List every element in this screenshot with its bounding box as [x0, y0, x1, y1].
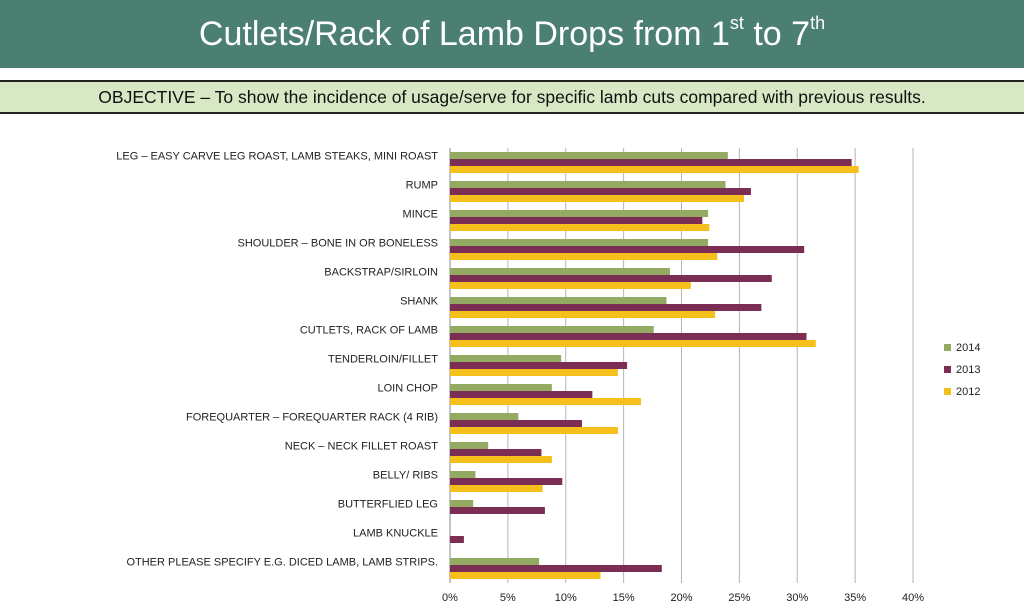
category-label: SHANK	[400, 296, 439, 308]
bar-2012	[450, 224, 710, 231]
category-label: MINCE	[403, 209, 438, 221]
category-label: TENDERLOIN/FILLET	[328, 354, 438, 366]
title-main-text: Cutlets/Rack of Lamb Drops from 1	[198, 15, 730, 53]
bar-2014	[450, 384, 552, 391]
bar-2014	[450, 558, 540, 565]
bar-2012	[450, 485, 543, 492]
x-tick-label: 15%	[613, 592, 635, 604]
bar-2014	[450, 239, 709, 246]
bar-2014	[450, 181, 726, 188]
category-label: NECK – NECK FILLET ROAST	[285, 441, 439, 453]
legend-swatch-2012	[944, 388, 951, 395]
bar-2012	[450, 427, 618, 434]
bar-2014	[450, 326, 654, 333]
legend-swatch-2014	[944, 344, 951, 351]
bar-2014	[450, 210, 709, 217]
bar-2014	[450, 500, 474, 507]
bar-2014	[450, 297, 667, 304]
bar-2012	[450, 369, 618, 376]
bar-2013	[450, 333, 807, 340]
legend-label-2012: 2012	[956, 386, 980, 398]
x-tick-label: 25%	[728, 592, 750, 604]
title-superscript-st: st	[729, 13, 744, 33]
objective-banner: OBJECTIVE – To show the incidence of usa…	[0, 80, 1024, 114]
bar-2013	[450, 478, 563, 485]
bar-2013	[450, 420, 582, 427]
category-label: FOREQUARTER – FOREQUARTER RACK (4 RIB)	[186, 412, 438, 424]
x-tick-label: 40%	[902, 592, 924, 604]
category-label: OTHER PLEASE SPECIFY E.G. DICED LAMB, LA…	[126, 557, 438, 569]
bar-2012	[450, 195, 745, 202]
title-superscript-th: th	[810, 13, 826, 33]
title-mid-text: to 7	[743, 15, 811, 53]
bar-2014	[450, 355, 562, 362]
category-label: SHOULDER – BONE IN OR BONELESS	[238, 238, 439, 250]
bar-2013	[450, 188, 751, 195]
x-tick-label: 35%	[844, 592, 866, 604]
bar-2012	[450, 340, 816, 347]
bar-2013	[450, 159, 852, 166]
category-label: BUTTERFLIED LEG	[338, 499, 438, 511]
bar-2013	[450, 362, 628, 369]
category-label: BACKSTRAP/SIRLOIN	[324, 267, 438, 279]
bar-2013	[450, 304, 762, 311]
category-label: LEG – EASY CARVE LEG ROAST, LAMB STEAKS,…	[116, 151, 438, 163]
category-label: CUTLETS, RACK OF LAMB	[300, 325, 438, 337]
bar-2014	[450, 152, 728, 159]
bar-2012	[450, 572, 601, 579]
bar-2013	[450, 217, 703, 224]
category-label: LOIN CHOP	[377, 383, 438, 395]
bar-2012	[450, 398, 641, 405]
bar-2012	[450, 311, 716, 318]
bar-2012	[450, 166, 859, 173]
bar-2012	[450, 253, 718, 260]
legend-label-2013: 2013	[956, 364, 980, 376]
x-tick-label: 20%	[670, 592, 692, 604]
page-title: Cutlets/Rack of Lamb Drops from 1st to 7…	[0, 0, 1024, 68]
category-label: RUMP	[406, 180, 438, 192]
bar-2013	[450, 536, 464, 543]
bar-chart: 0% 5% 10% 15% 20% 25% 30% 35% 40% LEG – EASY CARV…	[116, 148, 980, 604]
bar-2013	[450, 565, 662, 572]
legend-swatch-2013	[944, 366, 951, 373]
bar-2013	[450, 507, 545, 514]
bar-2014	[450, 442, 489, 449]
bar-2012	[450, 456, 552, 463]
legend-label-2014: 2014	[956, 342, 980, 354]
bar-2012	[450, 282, 691, 289]
x-tick-label: 10%	[555, 592, 577, 604]
x-tick-label: 0%	[442, 592, 458, 604]
x-tick-label: 30%	[786, 592, 808, 604]
category-label: LAMB KNUCKLE	[353, 528, 438, 540]
header-bar: Cutlets/Rack of Lamb Drops from 1st to 7…	[0, 0, 1024, 68]
bar-2014	[450, 268, 670, 275]
bar-2013	[450, 246, 805, 253]
bar-2013	[450, 449, 542, 456]
x-tick-label: 5%	[500, 592, 516, 604]
bar-2013	[450, 275, 772, 282]
bar-2014	[450, 471, 476, 478]
bar-2013	[450, 391, 593, 398]
category-label: BELLY/ RIBS	[373, 470, 438, 482]
bar-2014	[450, 413, 519, 420]
